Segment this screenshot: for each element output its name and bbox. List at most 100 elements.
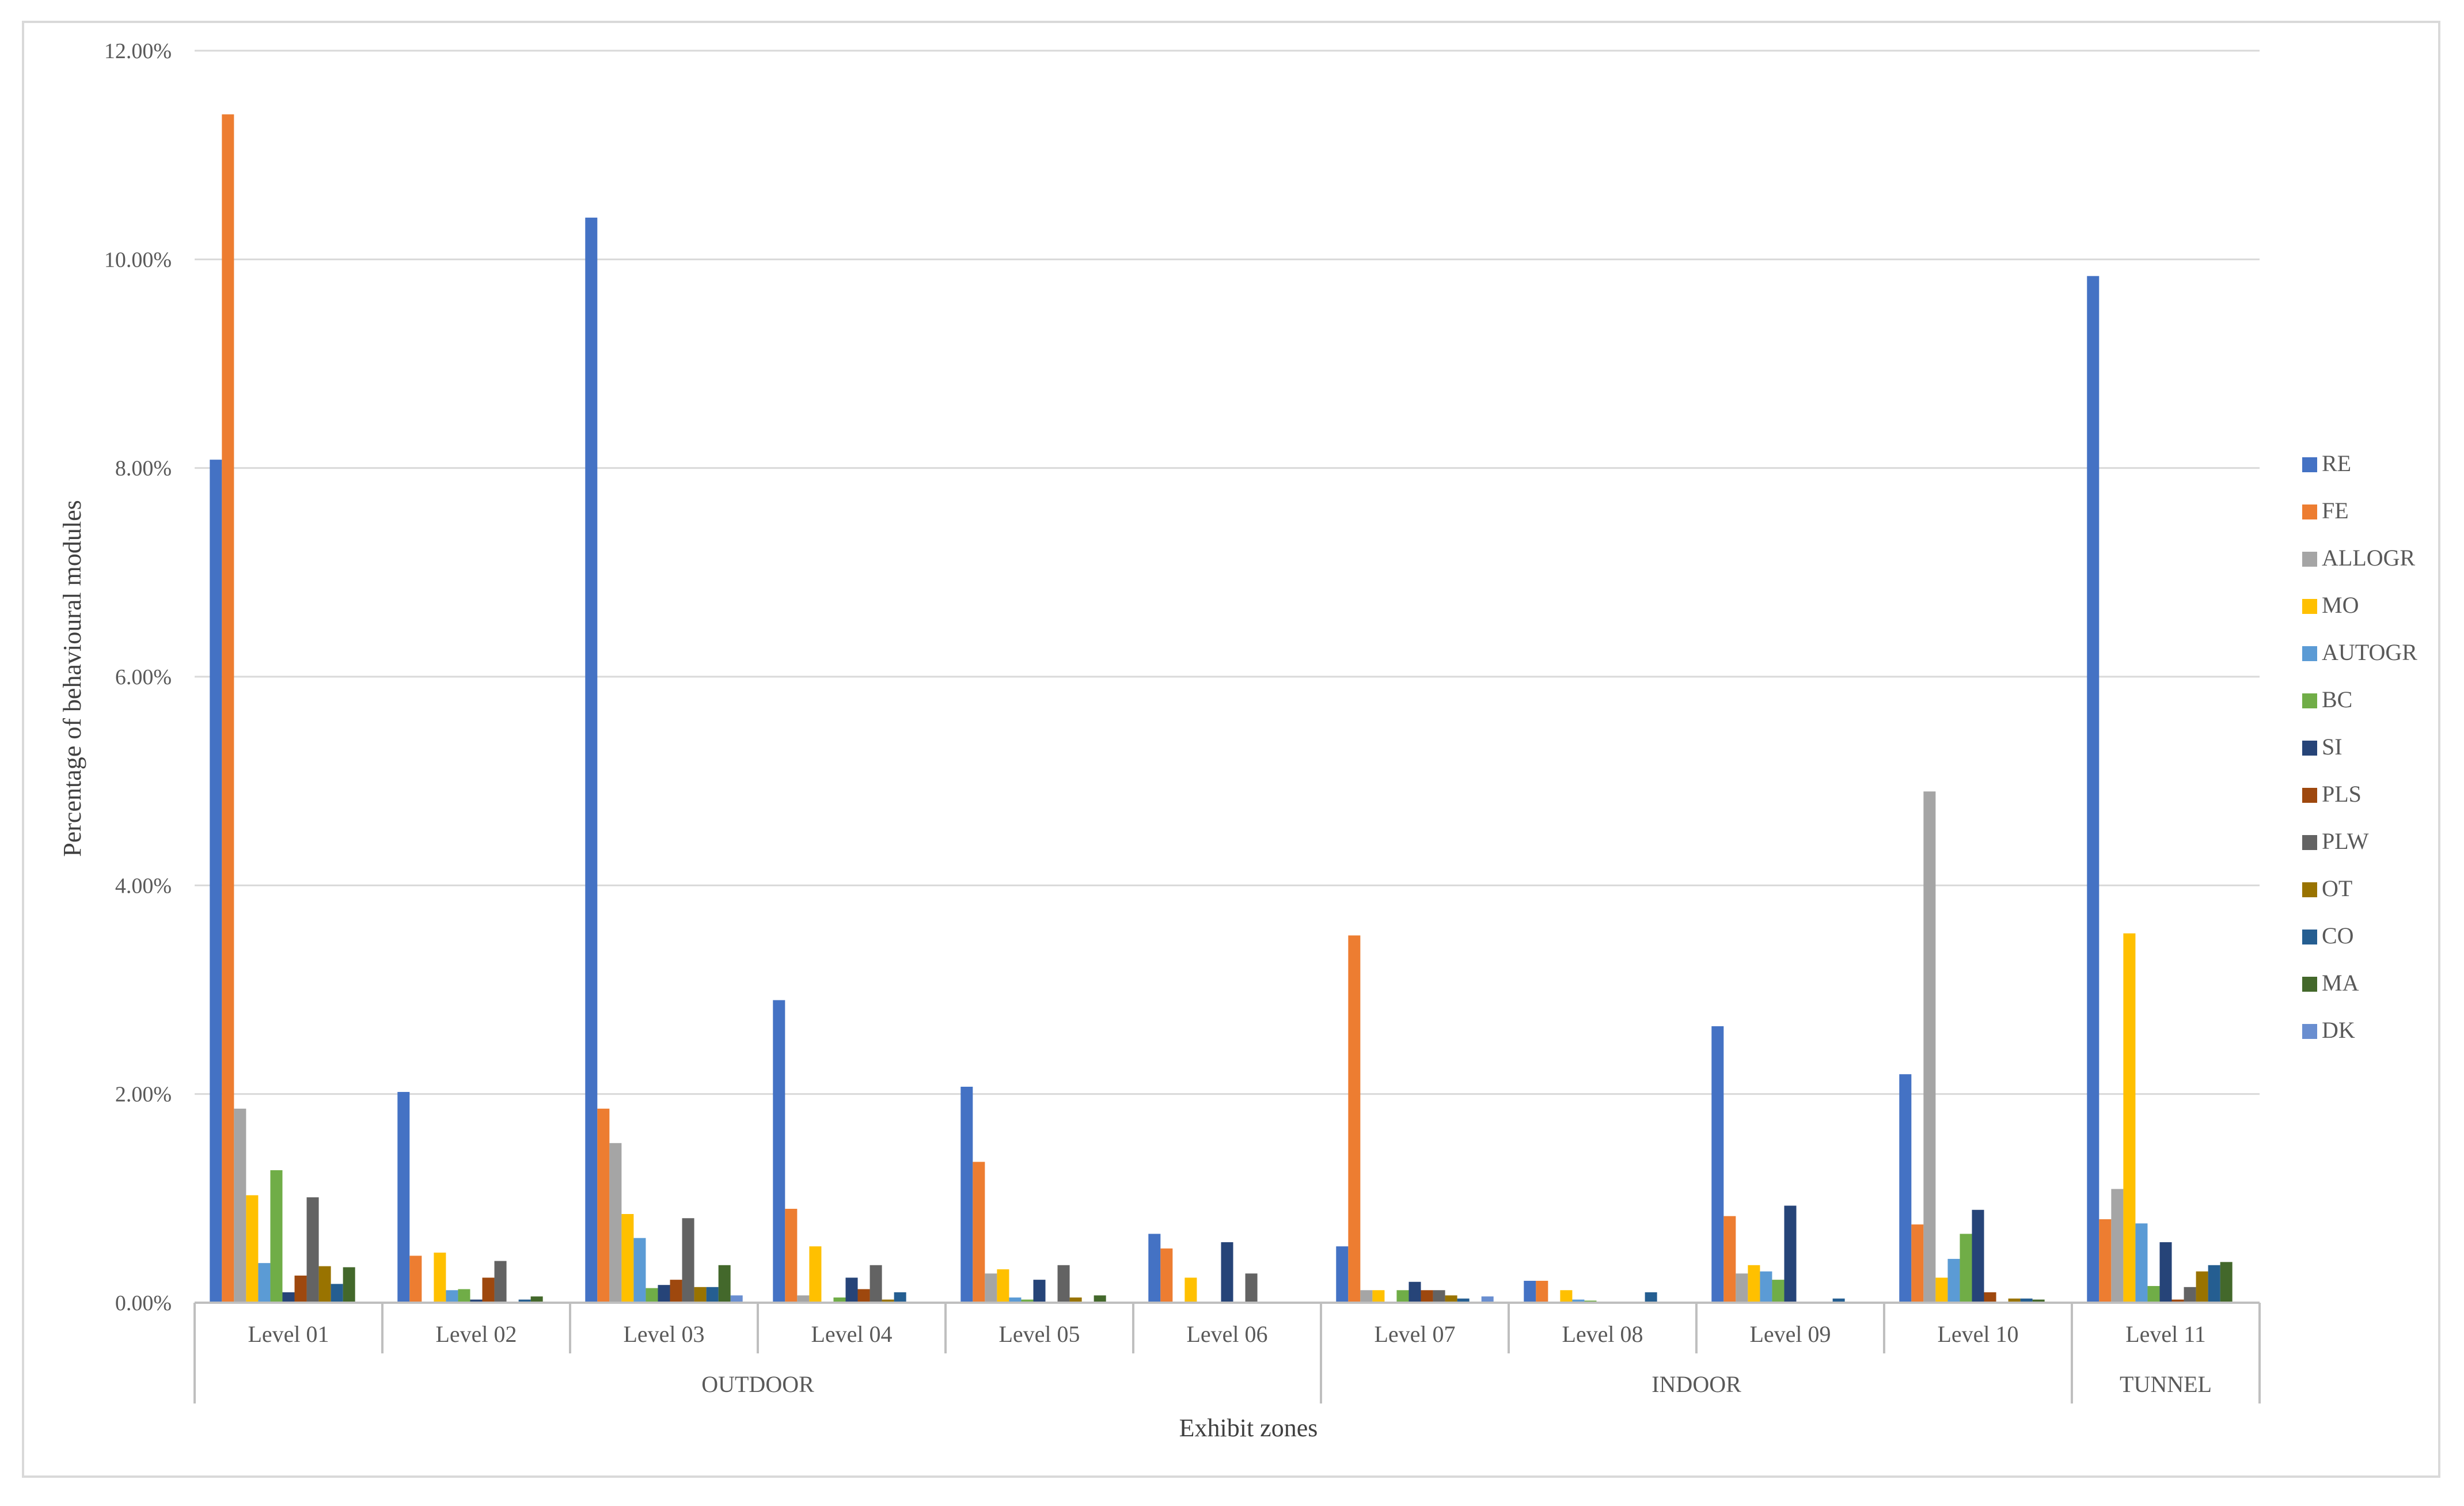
bar-mo-level-10 bbox=[1935, 1277, 1948, 1303]
bar-si-level-06 bbox=[1221, 1242, 1233, 1303]
bar-ma-level-03 bbox=[718, 1265, 731, 1303]
y-tick-label: 8.00% bbox=[115, 457, 172, 481]
legend-label: CO bbox=[2322, 923, 2354, 949]
legend-swatch bbox=[2302, 599, 2317, 614]
bar-allogr-level-11 bbox=[2111, 1189, 2124, 1303]
bar-si-level-04 bbox=[845, 1277, 858, 1303]
bar-allogr-level-04 bbox=[797, 1295, 810, 1303]
bar-fe-level-02 bbox=[409, 1255, 422, 1303]
bar-plw-level-05 bbox=[1057, 1265, 1070, 1303]
bar-si-level-05 bbox=[1033, 1280, 1046, 1303]
bar-co-level-01 bbox=[331, 1284, 343, 1303]
bar-fe-level-04 bbox=[785, 1208, 798, 1303]
legend-swatch bbox=[2302, 693, 2317, 708]
legend-label: MA bbox=[2322, 970, 2359, 996]
bar-pls-level-11 bbox=[2171, 1299, 2184, 1303]
bar-si-level-01 bbox=[282, 1292, 295, 1303]
bar-allogr-level-10 bbox=[1923, 791, 1936, 1303]
y-tick-label: 10.00% bbox=[104, 248, 172, 272]
bar-mo-level-02 bbox=[434, 1253, 446, 1303]
bar-allogr-level-01 bbox=[234, 1109, 246, 1303]
bar-mo-level-06 bbox=[1184, 1277, 1197, 1303]
bar-si-level-11 bbox=[2159, 1242, 2172, 1303]
bar-mo-level-04 bbox=[809, 1246, 822, 1303]
bar-allogr-level-09 bbox=[1736, 1273, 1748, 1303]
legend-swatch bbox=[2302, 552, 2317, 567]
group-label: OUTDOOR bbox=[701, 1371, 814, 1397]
bar-pls-level-01 bbox=[294, 1275, 307, 1303]
x-axis: Level 01 Level 02 Level 03 Level 04 Level 05… bbox=[193, 1302, 2261, 1403]
bar-plw-level-03 bbox=[682, 1218, 694, 1303]
bar-fe-level-11 bbox=[2099, 1219, 2112, 1303]
bar-co-level-08 bbox=[1645, 1292, 1657, 1303]
chart-frame bbox=[22, 21, 2440, 1478]
bar-pls-level-07 bbox=[1421, 1290, 1433, 1303]
bar-si-level-10 bbox=[1972, 1209, 1984, 1303]
bar-allogr-level-05 bbox=[985, 1273, 997, 1303]
legend-swatch bbox=[2302, 1024, 2317, 1039]
bars bbox=[210, 114, 2233, 1303]
legend-swatch bbox=[2302, 882, 2317, 897]
bar-ma-level-01 bbox=[343, 1267, 355, 1303]
bar-ot-level-03 bbox=[694, 1287, 707, 1303]
bar-fe-level-05 bbox=[973, 1162, 985, 1303]
bar-plw-level-02 bbox=[494, 1261, 507, 1303]
bar-ot-level-07 bbox=[1445, 1295, 1457, 1303]
legend-swatch bbox=[2302, 835, 2317, 850]
bar-fe-level-09 bbox=[1723, 1216, 1736, 1303]
bar-ot-level-04 bbox=[882, 1299, 894, 1303]
y-axis: 0.00% 2.00% 4.00% 6.00% 8.00% 10.00% 12.00% bbox=[104, 39, 172, 1315]
bar-mo-level-08 bbox=[1560, 1290, 1573, 1303]
bar-fe-level-06 bbox=[1160, 1248, 1173, 1303]
x-tick-label: Level 08 bbox=[1562, 1321, 1643, 1347]
legend-label: SI bbox=[2322, 734, 2342, 760]
x-tick-label: Level 02 bbox=[435, 1321, 517, 1347]
y-tick-label: 2.00% bbox=[115, 1083, 172, 1107]
bar-autogr-level-09 bbox=[1760, 1271, 1772, 1303]
legend-label: PLS bbox=[2322, 781, 2362, 807]
bar-plw-level-11 bbox=[2184, 1287, 2196, 1303]
y-tick-label: 4.00% bbox=[115, 874, 172, 898]
bar-plw-level-01 bbox=[306, 1197, 319, 1303]
legend-swatch bbox=[2302, 646, 2317, 661]
bar-autogr-level-03 bbox=[633, 1238, 646, 1303]
bar-pls-level-10 bbox=[1984, 1292, 1996, 1303]
bar-re-level-06 bbox=[1148, 1234, 1161, 1303]
bar-si-level-09 bbox=[1784, 1205, 1797, 1303]
legend: RE FE ALLOGR MO AUTOGR BC SI PLS PLW OT CO MA DK bbox=[2302, 450, 2417, 1043]
bar-ma-level-05 bbox=[1094, 1295, 1106, 1303]
bar-re-level-02 bbox=[397, 1092, 410, 1303]
bar-co-level-04 bbox=[894, 1292, 906, 1303]
bar-allogr-level-07 bbox=[1360, 1290, 1373, 1303]
bar-ma-level-11 bbox=[2220, 1262, 2233, 1303]
bar-co-level-11 bbox=[2208, 1265, 2220, 1303]
bar-autogr-level-08 bbox=[1572, 1299, 1585, 1303]
gridlines bbox=[195, 50, 2260, 1095]
x-tick-label: Level 11 bbox=[2125, 1321, 2206, 1347]
bar-mo-level-03 bbox=[621, 1214, 634, 1303]
bar-ot-level-01 bbox=[318, 1266, 331, 1303]
bar-si-level-03 bbox=[658, 1285, 670, 1303]
bar-dk-level-03 bbox=[730, 1295, 743, 1303]
bar-re-level-01 bbox=[210, 460, 222, 1303]
bar-autogr-level-02 bbox=[446, 1290, 458, 1303]
bar-co-level-02 bbox=[518, 1299, 531, 1303]
bar-re-level-03 bbox=[585, 217, 598, 1303]
bar-plw-level-07 bbox=[1433, 1290, 1445, 1303]
y-tick-label: 12.00% bbox=[104, 39, 172, 63]
bar-ma-level-02 bbox=[530, 1296, 543, 1303]
group-label: TUNNEL bbox=[2120, 1371, 2212, 1397]
bar-co-level-09 bbox=[1832, 1298, 1845, 1303]
group-label: INDOOR bbox=[1651, 1371, 1741, 1397]
bar-pls-level-04 bbox=[857, 1289, 870, 1303]
bar-re-level-07 bbox=[1336, 1246, 1349, 1303]
legend-label: BC bbox=[2322, 686, 2352, 712]
x-tick-label: Level 05 bbox=[998, 1321, 1080, 1347]
bar-re-level-05 bbox=[960, 1086, 973, 1303]
bar-co-level-10 bbox=[2020, 1298, 2033, 1303]
x-tick-label: Level 07 bbox=[1374, 1321, 1455, 1347]
legend-label: PLW bbox=[2322, 828, 2369, 854]
x-tick-label: Level 10 bbox=[1937, 1321, 2018, 1347]
bar-co-level-07 bbox=[1457, 1298, 1470, 1303]
bar-bc-level-03 bbox=[646, 1288, 658, 1303]
